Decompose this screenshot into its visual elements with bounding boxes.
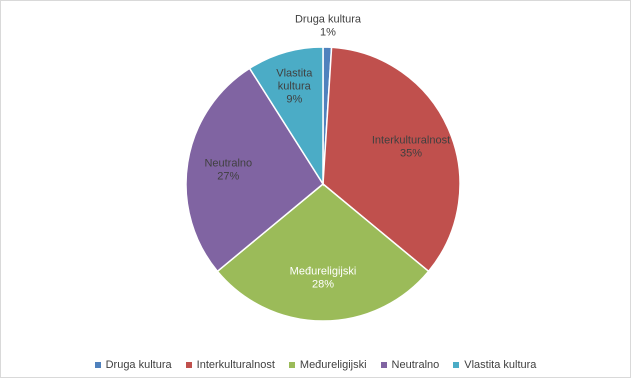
legend-item: Međureligijski xyxy=(288,359,367,371)
data-label-druga-kultura: Druga kultura 1% xyxy=(295,14,362,39)
data-label-vlastita-kultura: Vlastita kultura 9% xyxy=(276,67,313,105)
legend-label: Međureligijski xyxy=(299,359,367,371)
legend-swatch xyxy=(380,362,387,368)
pie-slice-interkulturalnost xyxy=(322,46,461,273)
legend-item: Neutralno xyxy=(380,359,440,371)
legend-label: Neutralno xyxy=(391,359,440,371)
data-label-neutralno: Neutralno 27% xyxy=(204,158,252,183)
pie-slice-me-ureligijski xyxy=(216,183,430,322)
legend-label: Vlastita kultura xyxy=(464,359,537,371)
legend-swatch xyxy=(453,362,460,368)
pie-slice-vlastita-kultura xyxy=(248,46,324,187)
data-label-interkulturalnost: Interkulturalnost 35% xyxy=(372,134,450,159)
legend-label: Interkulturalnost xyxy=(196,359,275,371)
legend-swatch xyxy=(185,362,192,368)
legend-swatch xyxy=(94,362,101,368)
legend-swatch xyxy=(288,362,295,368)
legend: Druga kultura Interkulturalnost Međureligi… xyxy=(1,359,630,371)
legend-label: Druga kultura xyxy=(105,359,172,371)
legend-item: Vlastita kultura xyxy=(453,359,536,371)
legend-item: Interkulturalnost xyxy=(185,359,275,371)
data-label-me-ureligijski: Međureligijski 28% xyxy=(290,266,357,291)
pie-slice-neutralno xyxy=(185,67,324,273)
legend-item: Druga kultura xyxy=(94,359,172,371)
